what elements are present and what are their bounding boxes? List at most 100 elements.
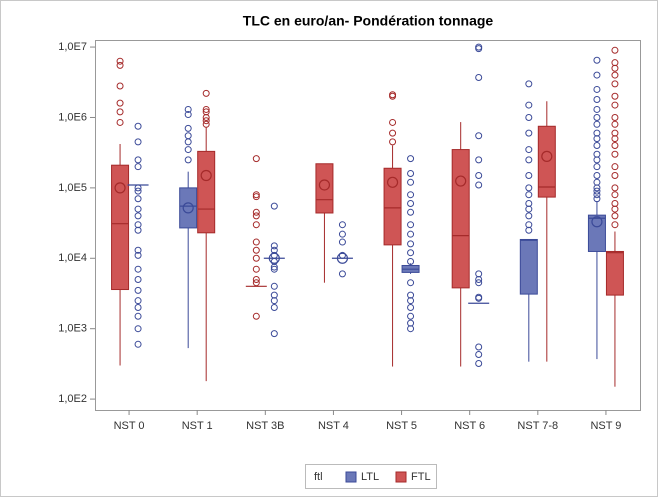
box [197, 150, 216, 234]
outlier [525, 191, 533, 199]
outlier [389, 92, 397, 100]
x-tick-label: NST 6 [454, 420, 485, 432]
outlier [611, 92, 619, 100]
outlier [611, 64, 619, 72]
box [605, 250, 624, 296]
outlier [611, 80, 619, 88]
outlier [252, 275, 260, 283]
outlier [184, 124, 192, 132]
outlier [475, 350, 483, 358]
outlier [134, 303, 142, 311]
outlier [475, 181, 483, 189]
outlier [202, 113, 210, 121]
outlier [338, 270, 346, 278]
outlier [525, 226, 533, 234]
mean [182, 202, 194, 214]
outlier [475, 73, 483, 81]
outlier [134, 297, 142, 305]
outlier [525, 171, 533, 179]
outlier [593, 171, 601, 179]
outlier [252, 221, 260, 229]
outlier [611, 141, 619, 149]
outlier [593, 156, 601, 164]
outlier [252, 246, 260, 254]
outlier [593, 184, 601, 192]
outlier [593, 95, 601, 103]
outlier [593, 163, 601, 171]
outlier [134, 286, 142, 294]
box [451, 149, 470, 289]
outlier [134, 246, 142, 254]
outlier [407, 297, 415, 305]
outlier [593, 141, 601, 149]
x-tick-label: NST 9 [590, 420, 621, 432]
outlier [407, 221, 415, 229]
outlier [407, 230, 415, 238]
outlier [252, 238, 260, 246]
outlier [134, 195, 142, 203]
outlier [134, 184, 142, 192]
legend-label: FTL [411, 471, 431, 483]
outlier [593, 195, 601, 203]
outlier [611, 212, 619, 220]
outlier [270, 242, 278, 250]
outlier [475, 294, 483, 302]
outlier [116, 61, 124, 69]
outlier [611, 113, 619, 121]
outlier [407, 249, 415, 257]
outlier [593, 113, 601, 121]
outlier [134, 312, 142, 320]
outlier [116, 108, 124, 116]
outlier [407, 303, 415, 311]
outlier [270, 282, 278, 290]
outlier [202, 105, 210, 113]
mean [336, 252, 349, 264]
y-tick-label: 1,0E7 [58, 41, 87, 53]
outlier [134, 156, 142, 164]
y-tick-label: 1,0E4 [58, 252, 87, 264]
outlier [407, 178, 415, 186]
outlier [252, 279, 260, 287]
outlier [611, 101, 619, 109]
y-tick-label: 1,0E3 [58, 323, 87, 335]
legend-box [305, 464, 437, 489]
outlier [593, 187, 601, 195]
outlier [134, 122, 142, 130]
outlier [593, 105, 601, 113]
outlier [134, 325, 142, 333]
outlier [116, 99, 124, 107]
mean [386, 176, 399, 188]
outlier [525, 146, 533, 154]
outlier [134, 226, 142, 234]
outlier [134, 251, 142, 259]
outlier [184, 138, 192, 146]
outlier [525, 156, 533, 164]
box [111, 164, 130, 291]
outlier [270, 303, 278, 311]
legend-swatch [345, 471, 357, 483]
outlier [611, 205, 619, 213]
mean [114, 182, 126, 194]
outlier [338, 251, 346, 259]
mean [318, 179, 331, 191]
x-tick-label: NST 0 [114, 420, 145, 432]
outlier [134, 205, 142, 213]
legend-swatch [395, 471, 407, 483]
outlier [270, 263, 278, 271]
outlier [475, 343, 483, 351]
plot-frame [95, 40, 641, 411]
outlier [252, 191, 260, 199]
outlier [252, 212, 260, 220]
outlier [389, 138, 397, 146]
outlier [475, 45, 483, 53]
outlier [134, 212, 142, 220]
outlier [116, 57, 124, 65]
outlier [134, 163, 142, 171]
box [383, 167, 402, 246]
outlier [407, 170, 415, 178]
outlier [338, 238, 346, 246]
x-tick-label: NST 4 [318, 420, 349, 432]
outlier [525, 101, 533, 109]
outlier [270, 246, 278, 254]
outlier [525, 212, 533, 220]
